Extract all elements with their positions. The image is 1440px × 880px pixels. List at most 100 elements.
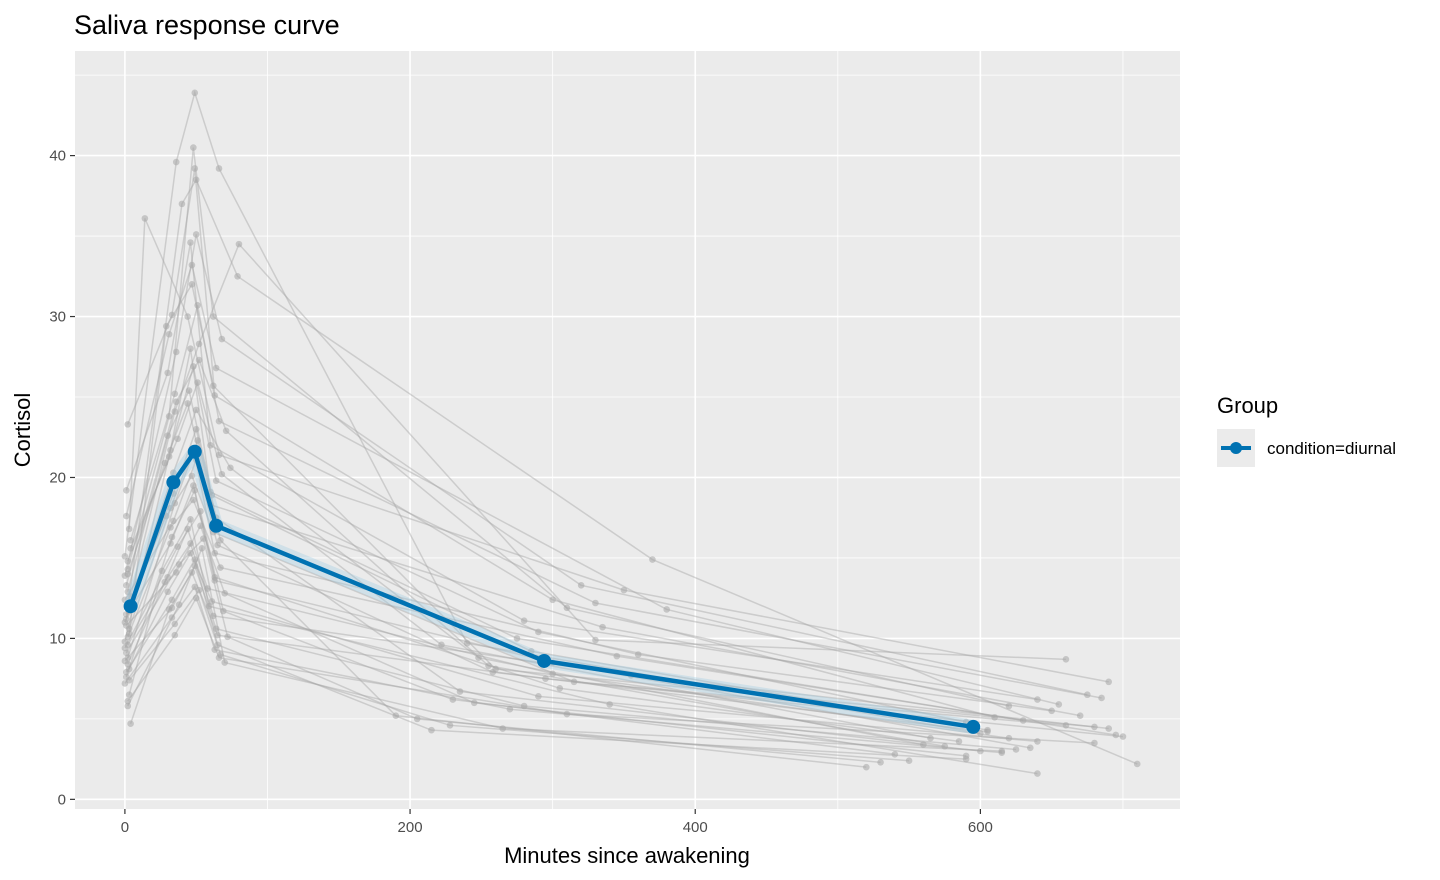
individual-point: [962, 752, 970, 760]
mean-line: [128, 449, 974, 730]
individual-line: [128, 588, 910, 762]
individual-point: [188, 569, 196, 576]
individual-point: [124, 421, 132, 428]
individual-line: [124, 366, 967, 723]
individual-point: [475, 654, 482, 662]
individual-point: [891, 750, 899, 758]
individual-line: [125, 488, 960, 743]
individual-point: [649, 556, 656, 563]
x-tick-label: 600: [968, 819, 993, 836]
y-tick-label: 40: [49, 148, 66, 165]
individual-point: [178, 200, 186, 208]
mean-point: [187, 444, 202, 459]
individual-point: [168, 596, 176, 604]
individual-point: [187, 540, 194, 547]
y-tick-label: 20: [49, 469, 66, 486]
individual-point: [392, 712, 400, 719]
x-tick-label: 400: [683, 819, 708, 836]
individual-point: [123, 512, 130, 520]
x-axis: 0 200 400 600: [121, 809, 993, 836]
individual-line: [124, 426, 981, 752]
individual-line: [125, 262, 1059, 706]
legend: Group condition=diurnal: [1217, 393, 1396, 467]
mean-point: [166, 475, 181, 490]
individual-point: [198, 544, 206, 552]
individual-point: [214, 641, 221, 649]
individual-point: [212, 625, 220, 633]
individual-point: [191, 562, 199, 570]
individual-point: [172, 158, 180, 166]
individual-point: [168, 614, 176, 621]
individual-point: [955, 738, 963, 745]
individual-point: [599, 623, 606, 631]
individual-point: [125, 525, 133, 533]
individual-point: [991, 713, 998, 721]
individual-point: [170, 517, 177, 525]
individual-point: [167, 524, 174, 531]
individual-point: [1026, 744, 1034, 752]
individual-point: [221, 659, 229, 666]
individual-point: [187, 345, 194, 353]
individual-line: [127, 545, 1002, 752]
individual-point: [185, 387, 193, 394]
individual-point: [165, 330, 173, 338]
y-tick-label: 10: [49, 630, 66, 647]
chart-title: Saliva response curve: [74, 10, 340, 40]
individual-point: [905, 757, 913, 765]
individual-point: [449, 696, 457, 703]
individual-line: [125, 523, 967, 757]
individual-point: [164, 432, 171, 439]
individual-point: [194, 379, 201, 386]
individual-point: [187, 239, 194, 246]
individual-point: [190, 144, 197, 151]
individual-point: [205, 602, 213, 610]
individual-point: [1005, 702, 1013, 710]
individual-point: [941, 742, 949, 750]
y-axis-title: Cortisol: [10, 393, 35, 468]
individual-point: [123, 487, 130, 494]
individual-point: [1019, 717, 1027, 724]
individual-point: [1012, 746, 1020, 753]
individual-point: [161, 578, 169, 586]
individual-point: [463, 639, 471, 647]
individual-point: [606, 701, 613, 708]
individual-point: [1112, 731, 1120, 739]
individual-point: [428, 726, 435, 734]
individual-point: [215, 417, 223, 425]
individual-point: [221, 590, 229, 597]
individual-point: [570, 678, 578, 686]
individual-point: [592, 636, 599, 644]
individual-point: [613, 652, 621, 660]
individual-point: [1091, 739, 1098, 747]
individual-point: [1091, 723, 1098, 731]
individual-point: [542, 675, 549, 682]
individual-point: [218, 470, 226, 478]
individual-point: [175, 561, 183, 568]
individual-point: [192, 594, 200, 602]
individual-point: [158, 567, 166, 575]
individual-point: [499, 725, 507, 732]
individual-point: [535, 693, 542, 700]
individual-point: [577, 582, 585, 589]
individual-point: [171, 390, 179, 398]
individual-point: [190, 496, 197, 504]
individual-point: [187, 516, 194, 523]
individual-point: [194, 437, 201, 444]
individual-line: [125, 178, 1138, 765]
individual-point: [520, 617, 528, 625]
individual-point: [123, 649, 130, 657]
individual-point: [863, 763, 870, 771]
individual-point: [1119, 733, 1127, 740]
individual-point: [190, 482, 197, 489]
individual-line: [127, 147, 1010, 707]
individual-line: [128, 218, 1109, 683]
individual-point: [446, 722, 454, 729]
individual-line: [128, 282, 1095, 728]
individual-point: [1105, 678, 1113, 686]
individual-point: [164, 588, 171, 596]
series-layer: [123, 444, 981, 734]
individual-point: [192, 425, 200, 433]
individual-point: [212, 477, 220, 484]
individual-point: [195, 586, 203, 594]
individual-point: [162, 322, 170, 330]
